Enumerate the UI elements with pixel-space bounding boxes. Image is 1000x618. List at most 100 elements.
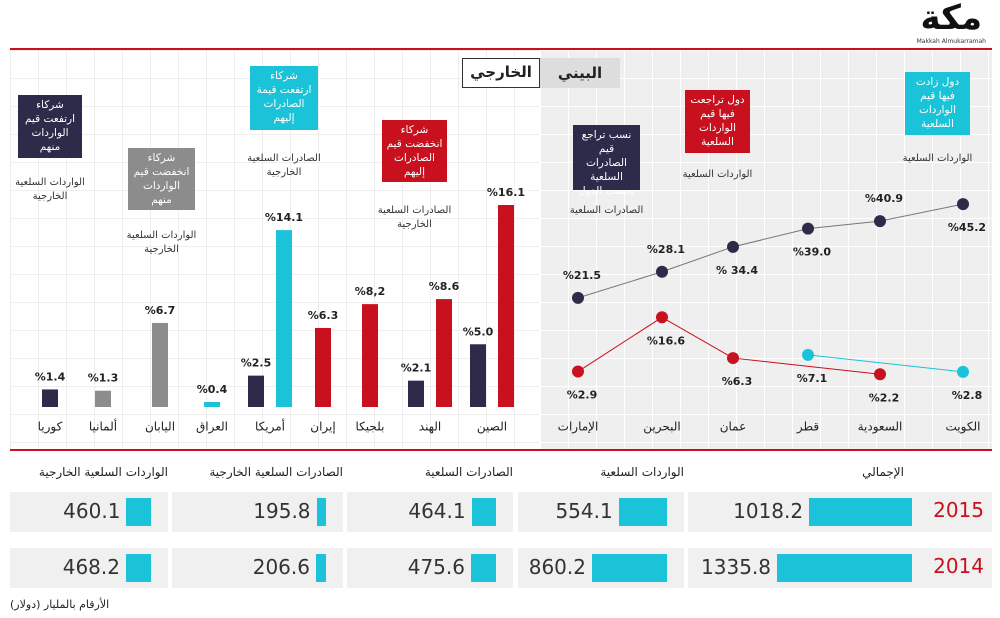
logo-subtitle: Makkah Almukarramah (916, 38, 986, 45)
value-label: %21.5 (563, 269, 601, 282)
value-label: %2.1 (401, 362, 432, 375)
column-header: الصادرات السلعية (424, 465, 513, 479)
value-label: %28.1 (647, 243, 685, 256)
table-value: 206.6 (252, 555, 310, 579)
connector (879, 203, 964, 222)
connector (732, 228, 809, 248)
table-bar (809, 498, 912, 526)
x-tick-label: الإمارات (558, 420, 599, 435)
annotation-box: نسب تراجع قيم الصادرات السلعية بحسب الدو… (573, 125, 640, 197)
bar (362, 304, 378, 407)
connector (661, 316, 734, 359)
value-label: %39.0 (793, 246, 832, 259)
value-label: % 34.4 (716, 264, 758, 277)
value-label: %6.3 (308, 309, 339, 322)
value-label: %8.6 (429, 280, 460, 293)
table-value: 195.8 (253, 499, 311, 523)
x-tick-label: السعودية (858, 420, 903, 435)
point (727, 240, 739, 253)
value-label: %8,2 (355, 285, 386, 298)
table-bar (777, 554, 912, 582)
value-label: %2.9 (567, 389, 598, 402)
column-header: الواردات السلعية (600, 465, 684, 479)
note: الأرقام بالمليار (دولار) (10, 598, 110, 611)
column-header: الصادرات السلعية الخارجية (209, 465, 343, 479)
connector (732, 357, 881, 375)
table-value: 464.1 (408, 499, 466, 523)
value-label: %14.1 (265, 211, 303, 224)
table-value: 468.2 (62, 555, 120, 579)
value-label: %45.2 (948, 221, 986, 234)
point (874, 215, 886, 228)
value-label: %1.4 (35, 370, 66, 383)
annotation-subtext: الواردات السلعية (682, 169, 753, 180)
column-header: الإجمالي (862, 465, 904, 479)
x-tick-label: البحرين (643, 420, 680, 435)
table-bar (471, 498, 496, 526)
column-header: الواردات السلعية الخارجية (38, 465, 168, 479)
top-rule (10, 48, 992, 50)
x-tick-label: أمريكا (255, 419, 285, 435)
value-label: %7.1 (797, 372, 828, 385)
table-value: 554.1 (555, 499, 613, 523)
x-tick-label: إيران (310, 420, 335, 435)
point (802, 348, 814, 361)
point (572, 365, 584, 378)
tab[interactable]: البيني (540, 58, 620, 88)
connector (577, 271, 663, 299)
value-label: %40.9 (865, 192, 903, 205)
table-bar (471, 554, 496, 582)
point (874, 368, 886, 381)
table-value: 460.1 (63, 499, 121, 523)
value-label: %16.1 (487, 186, 525, 199)
table-value: 1018.2 (733, 499, 804, 523)
table-bar (316, 498, 326, 526)
point (957, 365, 969, 378)
x-tick-label: الكويت (946, 420, 981, 435)
tab[interactable]: الخارجي (462, 58, 540, 88)
connector (807, 354, 964, 373)
x-tick-label: كوريا (38, 420, 63, 435)
point (802, 222, 814, 235)
value-label: %2.5 (241, 357, 272, 370)
logo-text: مكة (920, 0, 982, 38)
x-tick-label: الهند (419, 420, 441, 434)
value-label: %1.3 (88, 372, 119, 385)
bottom-rule (10, 449, 992, 451)
connector (661, 246, 734, 273)
table-bar (592, 554, 667, 582)
x-tick-label: بلجيكا (356, 420, 385, 434)
x-tick-label: العراق (196, 420, 228, 435)
table-cell (172, 548, 343, 588)
table-bar (126, 498, 151, 526)
table-value: 1335.8 (701, 555, 771, 579)
annotation-subtext: الواردات السلعية الخارجية (15, 177, 85, 202)
value-label: %0.4 (197, 383, 228, 396)
bar (42, 389, 58, 407)
annotation-box: دول تراجعت فيها قيم الواردات السلعية (685, 90, 750, 153)
row-year: 2015 (933, 498, 984, 522)
annotation-subtext: الصادرات السلعية الخارجية (377, 205, 452, 230)
value-label: %6.3 (722, 375, 753, 388)
annotation-box: شركاء ارتفعت قيم الواردات منهم (18, 95, 82, 158)
value-label: %2.2 (869, 391, 900, 404)
annotation-subtext: الواردات السلعية الخارجية (126, 230, 197, 255)
table-bar (126, 554, 151, 582)
bar (152, 322, 168, 407)
value-label: %6.7 (145, 304, 176, 317)
bar (276, 230, 292, 407)
bar (95, 390, 111, 407)
bar (498, 205, 514, 407)
table-bar (316, 554, 326, 582)
table-cell (172, 492, 343, 532)
table-bar (618, 498, 667, 526)
annotation-box: شركاء انخفضت قيم الواردات منهم (128, 148, 195, 210)
annotation-subtext: الواردات السلعية (902, 153, 973, 164)
bar (204, 401, 220, 407)
annotation-box: شركاء انخفضت قيم الصادرات إليهم (382, 120, 447, 182)
value-label: %5.0 (463, 325, 494, 338)
point (957, 198, 969, 211)
annotation-box: دول زادت فيها قيم الواردات السلعية (905, 72, 970, 135)
